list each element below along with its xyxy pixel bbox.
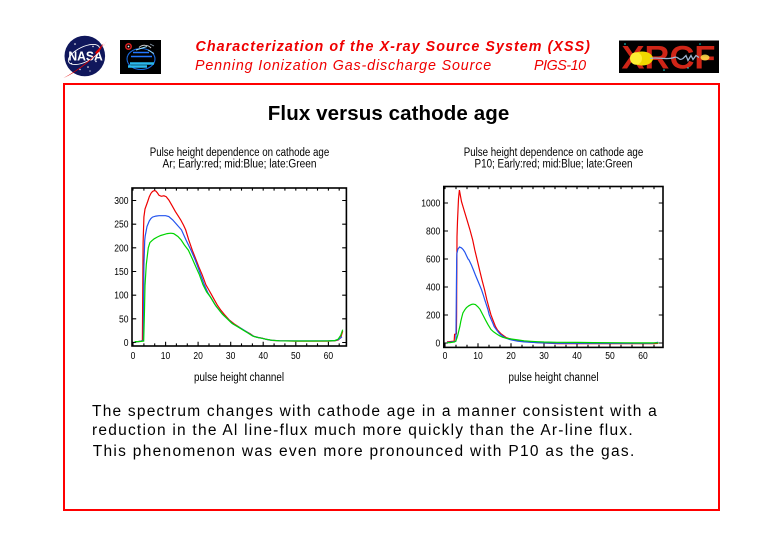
- svg-text:200: 200: [114, 243, 129, 254]
- svg-text:300: 300: [114, 196, 129, 207]
- svg-text:pulse height channel: pulse height channel: [194, 372, 284, 384]
- svg-text:60: 60: [638, 351, 648, 362]
- svg-text:800: 800: [426, 227, 441, 238]
- svg-text:10: 10: [161, 351, 171, 362]
- svg-text:1000: 1000: [421, 199, 440, 210]
- svg-text:50: 50: [605, 351, 615, 362]
- svg-text:60: 60: [324, 351, 334, 362]
- svg-text:pulse height channel: pulse height channel: [509, 372, 599, 384]
- svg-text:Ar; Early:red; mid:Blue; late:: Ar; Early:red; mid:Blue; late:Green: [163, 159, 317, 171]
- svg-text:0: 0: [131, 351, 136, 362]
- svg-text:NASA: NASA: [68, 49, 103, 64]
- svg-text:200: 200: [426, 311, 441, 322]
- svg-text:0: 0: [436, 339, 441, 350]
- svg-text:30: 30: [539, 351, 549, 362]
- svg-text:150: 150: [114, 267, 129, 278]
- svg-text:10: 10: [473, 351, 483, 362]
- svg-text:40: 40: [572, 351, 582, 362]
- svg-text:Pulse height dependence on cat: Pulse height dependence on cathode age: [464, 147, 644, 159]
- svg-text:50: 50: [119, 314, 129, 325]
- svg-text:20: 20: [193, 351, 203, 362]
- svg-text:30: 30: [226, 351, 236, 362]
- svg-text:0: 0: [124, 338, 129, 349]
- svg-text:100: 100: [114, 291, 129, 302]
- svg-text:Pulse height dependence on cat: Pulse height dependence on cathode age: [150, 147, 330, 159]
- svg-text:P10; Early:red; mid:Blue; late: P10; Early:red; mid:Blue; late:Green: [475, 159, 633, 171]
- svg-text:250: 250: [114, 220, 129, 231]
- svg-text:20: 20: [506, 351, 516, 362]
- svg-text:40: 40: [258, 351, 268, 362]
- svg-text:50: 50: [291, 351, 301, 362]
- svg-text:400: 400: [426, 283, 441, 294]
- svg-text:600: 600: [426, 255, 441, 266]
- svg-text:0: 0: [443, 351, 448, 362]
